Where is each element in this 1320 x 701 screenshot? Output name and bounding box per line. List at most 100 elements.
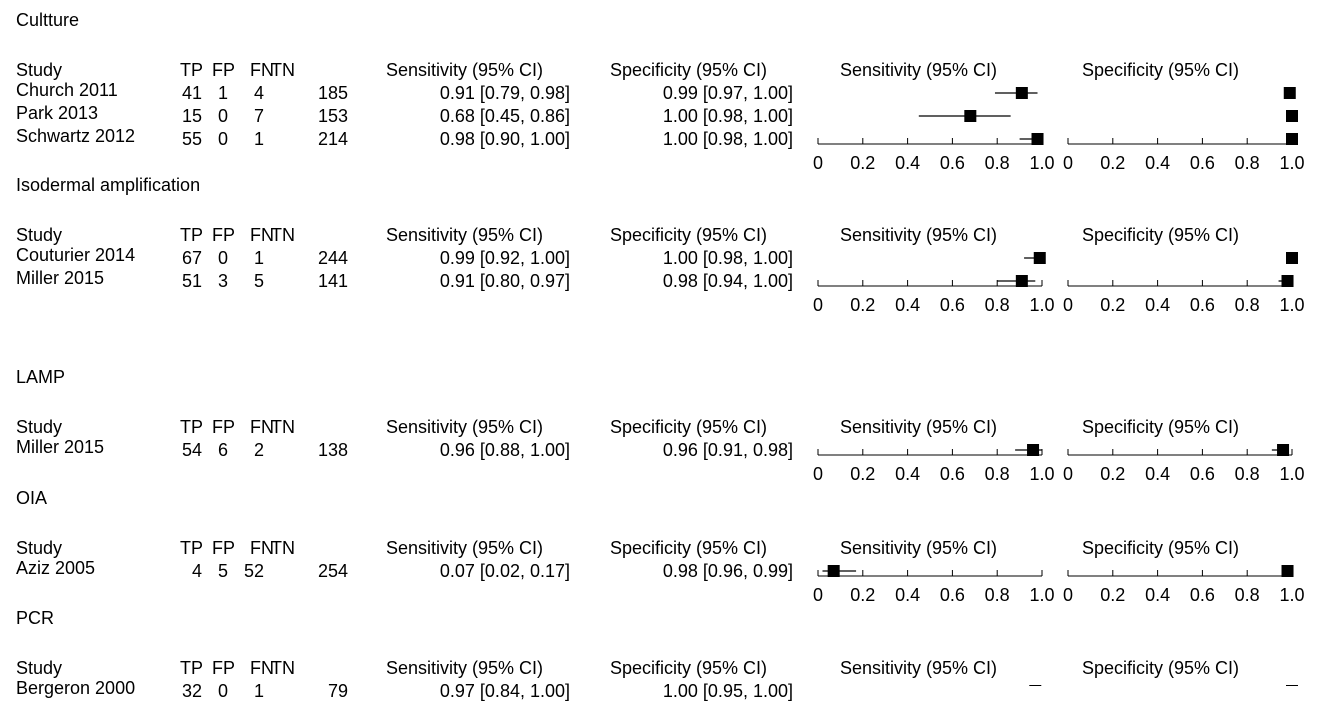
group-title: LAMP <box>16 367 66 387</box>
cell-fn: 1 <box>253 248 264 268</box>
column-header-fn: FN <box>250 538 274 558</box>
column-header-tn: TN <box>271 538 295 558</box>
study-name: Church 2011 <box>16 80 118 100</box>
specificity-axis-tick-label: 0.8 <box>1235 585 1260 605</box>
cell-tp: 51 <box>181 271 202 291</box>
cell-fn: 4 <box>253 83 264 103</box>
cell-fp: 3 <box>217 271 228 291</box>
cell-tn: 141 <box>317 271 348 291</box>
sensitivity-axis-tick-label: 0 <box>813 295 823 315</box>
sensitivity-axis-tick-label: 0.8 <box>985 464 1010 484</box>
specificity-axis-tick-label: 0.8 <box>1235 464 1260 484</box>
specificity-axis-tick-label: 0.4 <box>1145 153 1170 173</box>
plot-header-specificity: Specificity (95% CI) <box>1082 658 1240 678</box>
group-title: Isodermal amplification <box>16 175 201 195</box>
column-header-fp: FP <box>212 60 236 80</box>
specificity-axis-tick-label: 0.8 <box>1235 295 1260 315</box>
cell-fp: 0 <box>217 106 228 126</box>
cell-tp: 67 <box>181 248 202 268</box>
cell-tp: 55 <box>181 129 202 149</box>
sensitivity-axis-tick-label: 0.6 <box>940 464 965 484</box>
study-name: Miller 2015 <box>16 437 105 457</box>
study-name: Park 2013 <box>16 103 99 123</box>
study-name: Schwartz 2012 <box>16 126 136 146</box>
sensitivity-axis-tick-label: 0 <box>813 464 823 484</box>
cell-sensitivity-ci: 0.68 [0.45, 0.86] <box>439 106 570 126</box>
cell-fn: 1 <box>253 129 264 149</box>
cell-fp: 0 <box>217 129 228 149</box>
sensitivity-axis-tick-label: 0.6 <box>940 585 965 605</box>
specificity-axis-tick-label: 0.2 <box>1100 585 1125 605</box>
plot-header-sensitivity: Sensitivity (95% CI) <box>840 60 998 80</box>
specificity-axis-tick-label: 1.0 <box>1279 153 1304 173</box>
column-header-sensitivity: Sensitivity (95% CI) <box>386 60 544 80</box>
specificity-point-estimate <box>1283 87 1296 99</box>
cell-sensitivity-ci: 0.91 [0.79, 0.98] <box>439 83 570 103</box>
specificity-axis-tick-label: 0.2 <box>1100 295 1125 315</box>
sensitivity-axis-tick-label: 0.6 <box>940 153 965 173</box>
sensitivity-axis-tick-label: 0.8 <box>985 153 1010 173</box>
cell-fn: 2 <box>253 440 264 460</box>
cell-fp: 0 <box>217 248 228 268</box>
plot-header-sensitivity: Sensitivity (95% CI) <box>840 417 998 437</box>
specificity-point-estimate <box>1277 444 1290 456</box>
column-header-tp: TP <box>180 417 204 437</box>
column-header-tp: TP <box>180 658 204 678</box>
plot-header-specificity: Specificity (95% CI) <box>1082 225 1240 245</box>
cell-sensitivity-ci: 0.96 [0.88, 1.00] <box>439 440 570 460</box>
sensitivity-axis-tick-label: 0.2 <box>850 585 875 605</box>
specificity-axis-tick-label: 0.4 <box>1145 295 1170 315</box>
sensitivity-axis-tick-label: 0.4 <box>895 295 920 315</box>
specificity-axis-tick-label: 0 <box>1063 295 1073 315</box>
cell-fn: 5 <box>253 271 264 291</box>
plot-header-specificity: Specificity (95% CI) <box>1082 417 1240 437</box>
column-header-study: Study <box>16 417 63 437</box>
cell-specificity-ci: 0.98 [0.96, 0.99] <box>662 561 793 581</box>
specificity-axis-tick-label: 0 <box>1063 153 1073 173</box>
column-header-fp: FP <box>212 538 236 558</box>
cell-specificity-ci: 1.00 [0.98, 1.00] <box>662 129 793 149</box>
cell-sensitivity-ci: 0.91 [0.80, 0.97] <box>439 271 570 291</box>
cell-specificity-ci: 1.00 [0.98, 1.00] <box>662 106 793 126</box>
column-header-study: Study <box>16 538 63 558</box>
sensitivity-point-estimate <box>1033 252 1046 264</box>
column-header-tp: TP <box>180 225 204 245</box>
cell-tp: 4 <box>191 561 202 581</box>
sensitivity-axis-tick-label: 0.4 <box>895 153 920 173</box>
sensitivity-axis-tick-label: 0.4 <box>895 585 920 605</box>
sensitivity-point-estimate <box>964 110 977 122</box>
column-header-tp: TP <box>180 538 204 558</box>
specificity-point-estimate <box>1286 252 1298 264</box>
specificity-axis-tick-label: 1.0 <box>1279 585 1304 605</box>
column-header-study: Study <box>16 225 63 245</box>
cell-tn: 214 <box>317 129 348 149</box>
cell-fp: 6 <box>217 440 228 460</box>
group-title: Cultture <box>16 10 80 30</box>
forest-plot-graphics: 0 0.2 0.4 0.6 0.8 1.0 0 0.2 0.4 0.6 0.8 1.0 0 0.2 0.4 0… <box>813 87 1305 686</box>
cell-sensitivity-ci: 0.07 [0.02, 0.17] <box>439 561 570 581</box>
specificity-axis-tick-label: 0.6 <box>1190 153 1215 173</box>
study-name: Miller 2015 <box>16 268 105 288</box>
specificity-axis-tick-label: 0 <box>1063 464 1073 484</box>
cell-specificity-ci: 0.98 [0.94, 1.00] <box>662 271 793 291</box>
column-header-tp: TP <box>180 60 204 80</box>
specificity-axis-tick-label: 0 <box>1063 585 1073 605</box>
column-header-specificity: Specificity (95% CI) <box>610 417 768 437</box>
column-header-study: Study <box>16 658 63 678</box>
column-header-fp: FP <box>212 225 236 245</box>
specificity-axis-tick-label: 0.4 <box>1145 585 1170 605</box>
column-header-fn: FN <box>250 417 274 437</box>
column-header-specificity: Specificity (95% CI) <box>610 60 768 80</box>
sensitivity-axis-tick-label: 0 <box>813 585 823 605</box>
sensitivity-axis-tick-label: 0.8 <box>985 585 1010 605</box>
plot-header-sensitivity: Sensitivity (95% CI) <box>840 538 998 558</box>
study-name: Aziz 2005 <box>16 558 96 578</box>
specificity-axis-tick-label: 1.0 <box>1279 464 1304 484</box>
specificity-axis-tick-label: 0.8 <box>1235 153 1260 173</box>
column-header-tn: TN <box>271 225 295 245</box>
sensitivity-axis-tick-label: 0.8 <box>985 295 1010 315</box>
column-header-fp: FP <box>212 658 236 678</box>
specificity-axis-tick-label: 0.6 <box>1190 295 1215 315</box>
column-header-specificity: Specificity (95% CI) <box>610 538 768 558</box>
sensitivity-axis-tick-label: 0 <box>813 153 823 173</box>
